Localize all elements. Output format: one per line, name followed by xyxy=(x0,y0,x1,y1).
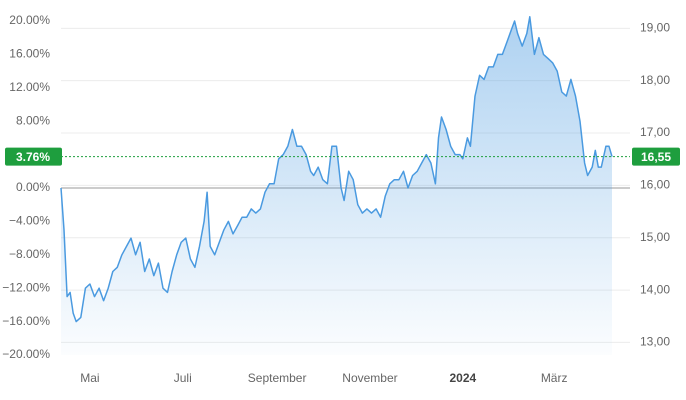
x-tick-label: Mai xyxy=(80,371,99,385)
y-tick-label: −20.00% xyxy=(2,347,50,361)
price-line xyxy=(60,16,613,323)
y2-tick-label: 14,00 xyxy=(640,282,670,296)
y2-tick-label: 15,00 xyxy=(640,230,670,244)
y-tick-label: 12.00% xyxy=(9,80,50,94)
price-label: 16,55 xyxy=(641,150,671,164)
y-tick-label: −8.00% xyxy=(9,247,50,261)
area xyxy=(61,16,612,356)
y2-tick-label: 16,00 xyxy=(640,178,670,192)
current-badge xyxy=(5,147,62,166)
y2-tick-label: 17,00 xyxy=(640,125,670,139)
y-tick-label: −12.00% xyxy=(2,280,50,294)
y-tick-label: −4.00% xyxy=(9,214,50,228)
y2-tick-label: 13,00 xyxy=(640,335,670,349)
x-tick-label: September xyxy=(248,371,307,385)
price-badge xyxy=(632,147,680,166)
y-tick-label: 8.00% xyxy=(16,113,50,127)
y-tick-label: 20.00% xyxy=(9,13,50,27)
current-label: 3.76% xyxy=(16,150,50,164)
y-tick-label: 0.00% xyxy=(16,180,50,194)
x-tick-label: März xyxy=(541,371,568,385)
y2-tick-label: 19,00 xyxy=(640,21,670,35)
x-tick-label: November xyxy=(342,371,397,385)
y-tick-label: −16.00% xyxy=(2,314,50,328)
y-tick-label: 16.00% xyxy=(9,47,50,61)
x-tick-label: Juli xyxy=(174,371,192,385)
y2-tick-label: 18,00 xyxy=(640,73,670,87)
x-tick-label: 2024 xyxy=(449,371,476,385)
